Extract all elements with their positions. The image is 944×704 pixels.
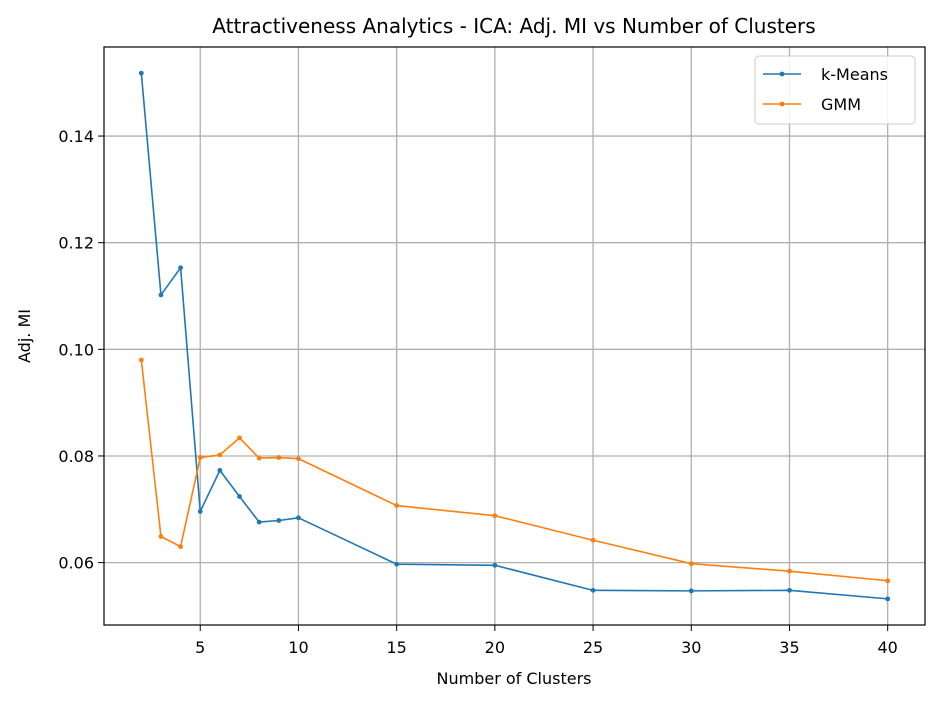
- data-point-gmm: [178, 544, 184, 550]
- x-tick-label: 20: [485, 638, 505, 657]
- data-point-k-means: [256, 519, 262, 525]
- data-point-k-means: [787, 587, 792, 593]
- plot-frame: [103, 46, 926, 626]
- y-tick-label: 0.12: [58, 234, 94, 253]
- data-point-k-means: [158, 292, 164, 298]
- legend-gmm-label: GMM: [821, 95, 861, 114]
- data-point-k-means: [197, 509, 203, 514]
- y-tick-label: 0.14: [58, 127, 94, 146]
- data-point-k-means: [296, 515, 301, 521]
- y-tick-label: 0.08: [58, 447, 94, 466]
- grid: [104, 47, 925, 625]
- legend-gmm-marker: [779, 101, 785, 107]
- data-point-gmm: [276, 455, 282, 460]
- data-point-gmm: [885, 578, 891, 584]
- y-tick-label: 0.06: [58, 554, 94, 573]
- data-point-k-means: [590, 587, 596, 593]
- data-point-gmm: [217, 452, 223, 458]
- data-point-gmm: [237, 435, 242, 441]
- series-layer: [138, 70, 891, 602]
- data-point-gmm: [590, 537, 596, 543]
- legend-box: [754, 55, 916, 125]
- x-tick-label: 10: [288, 638, 308, 657]
- data-point-gmm: [158, 534, 164, 539]
- series-gmm: [138, 357, 891, 584]
- data-point-k-means: [138, 70, 144, 76]
- legend-kmeans-marker: [779, 71, 785, 77]
- data-point-gmm: [787, 568, 792, 574]
- x-tick-label: 15: [386, 638, 406, 657]
- ticks: 5 10 15 20 25 30 35 40 0.06 0.08 0.10 0.12 0.14: [58, 127, 897, 657]
- data-point-gmm: [688, 561, 694, 567]
- x-tick-label: 35: [779, 638, 799, 657]
- data-point-k-means: [276, 518, 282, 523]
- data-point-k-means: [237, 494, 242, 499]
- data-point-k-means: [217, 467, 223, 473]
- y-tick-label: 0.10: [58, 340, 94, 359]
- data-point-gmm: [138, 357, 144, 363]
- x-tick-label: 25: [583, 638, 603, 657]
- y-axis-label: Adj. MI: [15, 309, 34, 363]
- data-point-k-means: [688, 588, 694, 594]
- data-point-gmm: [256, 455, 262, 461]
- data-point-k-means: [178, 265, 184, 271]
- data-point-gmm: [394, 503, 400, 508]
- legend-kmeans-label: k-Means: [821, 65, 888, 84]
- x-tick-label: 5: [195, 638, 205, 657]
- data-point-k-means: [394, 561, 400, 567]
- x-tick-label: 30: [681, 638, 701, 657]
- x-axis-label: Number of Clusters: [437, 669, 592, 688]
- series-k-means: [138, 70, 891, 602]
- data-point-gmm: [492, 513, 498, 519]
- data-point-gmm: [296, 456, 301, 462]
- data-point-k-means: [492, 562, 498, 568]
- data-point-k-means: [885, 596, 891, 602]
- data-point-gmm: [197, 455, 203, 460]
- x-tick-label: 40: [878, 638, 898, 657]
- legend: k-Means GMM: [754, 55, 916, 125]
- chart-title: Attractiveness Analytics - ICA: Adj. MI …: [212, 14, 815, 38]
